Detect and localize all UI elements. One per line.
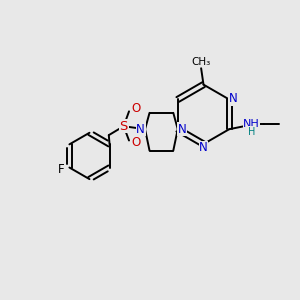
Text: H: H [248, 127, 255, 136]
Text: N: N [178, 123, 187, 136]
Text: NH: NH [243, 119, 260, 129]
Text: O: O [131, 103, 140, 116]
Text: N: N [136, 123, 145, 136]
Text: N: N [228, 92, 237, 105]
Text: S: S [119, 120, 128, 133]
Text: F: F [58, 163, 64, 176]
Text: CH₃: CH₃ [191, 57, 211, 67]
Text: N: N [199, 141, 208, 154]
Text: O: O [131, 136, 140, 149]
